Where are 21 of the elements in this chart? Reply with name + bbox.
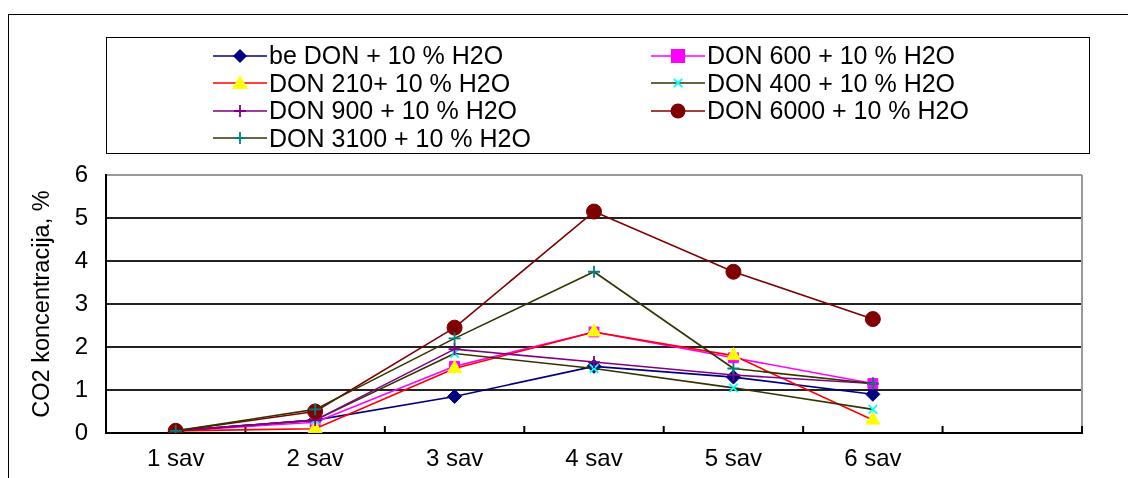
x-tick-label: 1 sav <box>147 444 205 472</box>
y-tick-label: 5 <box>74 202 88 230</box>
legend-label: DON 6000 + 10 % H2O <box>707 96 969 125</box>
y-tick-label: 4 <box>74 245 88 273</box>
x-tick-label: 3 sav <box>425 444 484 472</box>
y-tick-label: 0 <box>74 417 88 445</box>
legend-label: DON 3100 + 10 % H2O <box>269 123 531 152</box>
x-tick-label: 2 sav <box>286 444 344 472</box>
legend-label: DON 210+ 10 % H2O <box>269 68 511 97</box>
y-tick-label: 2 <box>74 331 88 359</box>
y-tick-label: 1 <box>74 374 88 402</box>
legend-label: DON 400 + 10 % H2O <box>707 68 956 97</box>
y-tick-label: 3 <box>74 288 88 316</box>
legend-label: DON 600 + 10 % H2O <box>707 41 956 70</box>
legend-label: DON 900 + 10 % H2O <box>269 96 518 125</box>
y-axis-title: CO2 koncentracija, % <box>27 190 54 418</box>
legend-label: be DON + 10 % H2O <box>269 41 504 70</box>
x-tick-label: 5 sav <box>704 444 763 472</box>
x-tick-label: 4 sav <box>565 444 623 472</box>
x-tick-label: 6 sav <box>844 444 902 472</box>
y-tick-label: 6 <box>74 159 88 187</box>
